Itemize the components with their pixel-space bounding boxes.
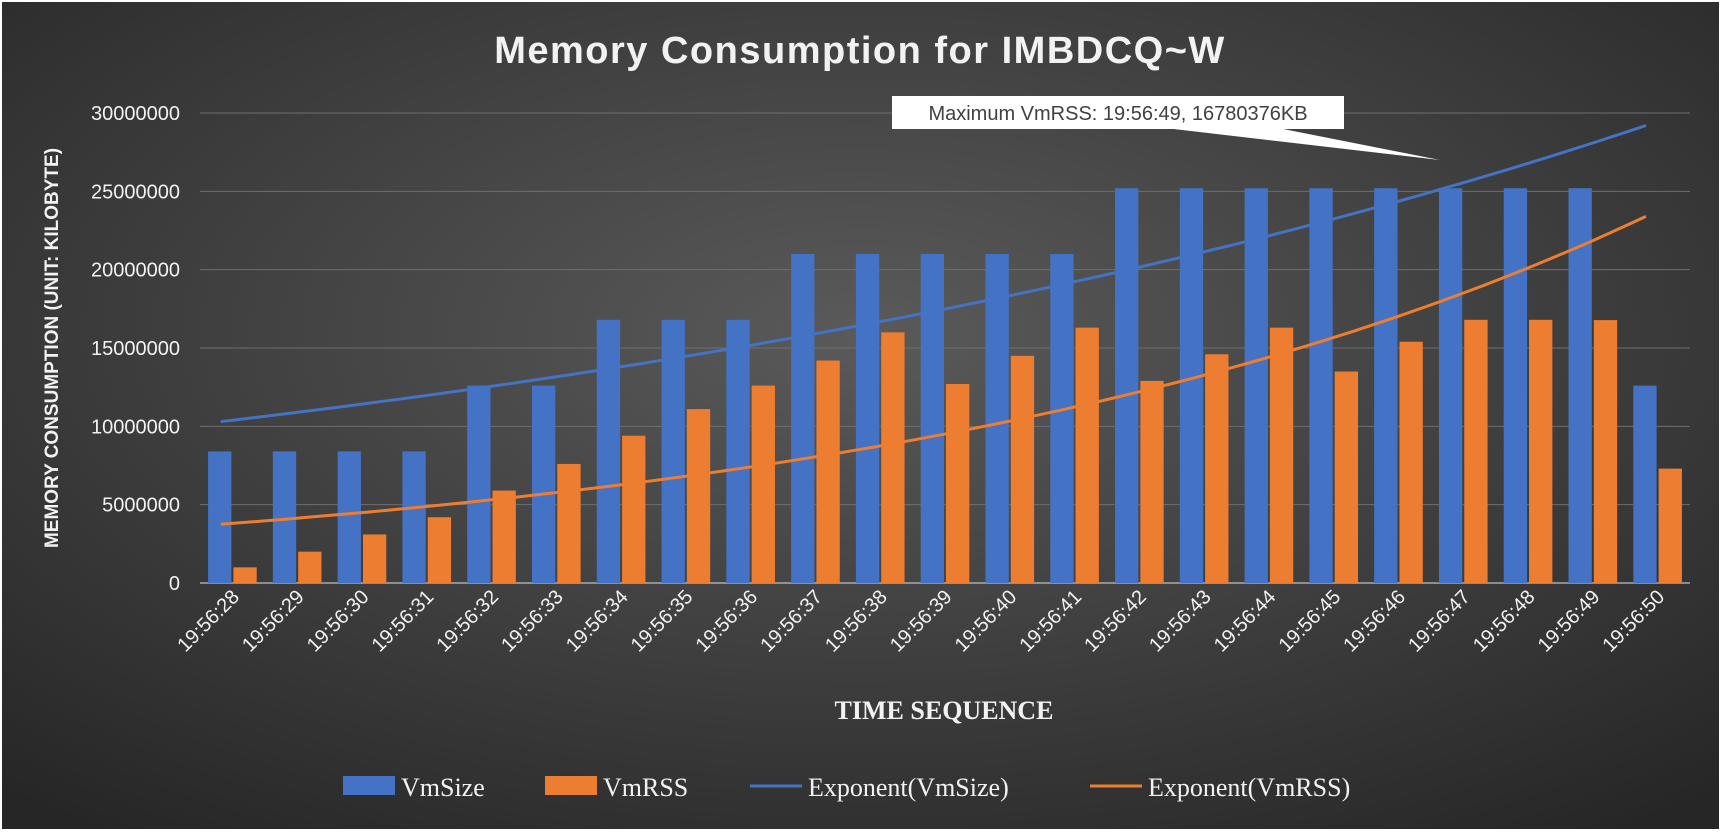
bar-vmsize — [596, 319, 621, 583]
y-tick-label: 10000000 — [91, 416, 180, 438]
bar-vmsize — [1568, 188, 1592, 583]
chart-title: Memory Consumption for IMBDCQ~W — [494, 30, 1226, 72]
y-tick-label: 30000000 — [91, 103, 180, 125]
bar-vmrss — [492, 490, 516, 583]
legend-label-vmrss: VmRSS — [603, 773, 688, 802]
bar-vmrss — [1075, 327, 1099, 583]
bar-vmsize — [1309, 188, 1333, 583]
bar-vmrss — [751, 385, 775, 583]
annotation-callout: Maximum VmRSS: 19:56:49, 16780376KB — [892, 96, 1440, 160]
bar-vmrss — [1593, 320, 1618, 583]
bar-vmrss — [1399, 341, 1423, 583]
y-tick-label: 0 — [169, 573, 180, 595]
bar-vmsize — [1244, 188, 1268, 583]
bar-vmsize — [208, 451, 232, 583]
y-axis-label: MEMORY CONSUMPTION (UNIT: KILOBYTE) — [42, 148, 63, 548]
bar-vmrss — [1334, 371, 1359, 583]
bar-vmsize — [855, 254, 880, 583]
y-tick-label: 15000000 — [91, 338, 180, 360]
y-tick-label: 20000000 — [91, 260, 180, 282]
trendline-exponent-vmsize- — [220, 124, 1647, 424]
bar-vmsize — [402, 451, 426, 583]
trendline-exponent-vmrss- — [220, 215, 1647, 526]
legend-swatch-vmsize — [343, 776, 395, 795]
bar-vmsize — [467, 385, 491, 583]
bar-vmsize — [1374, 188, 1398, 583]
bar-vmrss — [362, 534, 387, 583]
trendlines — [220, 124, 1647, 526]
bars — [208, 188, 1682, 583]
bar-vmsize — [337, 451, 361, 583]
legend-label-exp-vmsize: Exponent(VmSize) — [808, 773, 1009, 802]
bar-vmrss — [686, 409, 711, 583]
bar-vmsize — [1503, 188, 1528, 583]
bar-vmrss — [1205, 354, 1229, 583]
bar-vmrss — [881, 332, 905, 583]
bar-vmrss — [1658, 468, 1682, 583]
bar-vmsize — [1179, 188, 1204, 583]
bar-vmrss — [1269, 327, 1294, 583]
bar-vmsize — [985, 254, 1009, 583]
legend: VmSize VmRSS Exponent(VmSize) Exponent(V… — [343, 773, 1350, 802]
bar-vmsize — [272, 451, 297, 583]
bar-vmsize — [531, 385, 556, 583]
bar-vmrss — [816, 360, 840, 583]
bar-vmrss — [557, 463, 581, 583]
legend-label-exp-vmrss: Exponent(VmRSS) — [1148, 773, 1350, 802]
bar-vmsize — [1633, 385, 1657, 583]
callout-pointer — [1148, 126, 1440, 160]
bar-vmsize — [1050, 254, 1074, 583]
legend-label-vmsize: VmSize — [401, 773, 485, 802]
bar-vmrss — [427, 517, 452, 583]
bar-vmsize — [661, 319, 685, 583]
bar-vmsize — [726, 319, 750, 583]
bar-vmrss — [233, 567, 257, 583]
y-tick-label: 25000000 — [91, 181, 180, 203]
bar-vmrss — [946, 384, 970, 583]
bar-vmsize — [1438, 188, 1463, 583]
bar-vmsize — [1115, 188, 1139, 583]
bar-vmsize — [791, 254, 815, 583]
legend-swatch-vmrss — [545, 776, 597, 795]
y-tick-label: 5000000 — [102, 495, 180, 517]
bar-vmsize — [920, 254, 944, 583]
bar-vmrss — [1464, 319, 1488, 583]
x-axis-label: TIME SEQUENCE — [835, 696, 1054, 725]
bar-vmrss — [1529, 319, 1553, 583]
callout-text: Maximum VmRSS: 19:56:49, 16780376KB — [928, 103, 1307, 125]
callout-box — [892, 96, 1344, 129]
bar-vmrss — [298, 551, 322, 583]
bar-vmrss — [622, 435, 646, 583]
bar-vmrss — [1010, 355, 1035, 583]
bar-vmrss — [1140, 380, 1164, 583]
